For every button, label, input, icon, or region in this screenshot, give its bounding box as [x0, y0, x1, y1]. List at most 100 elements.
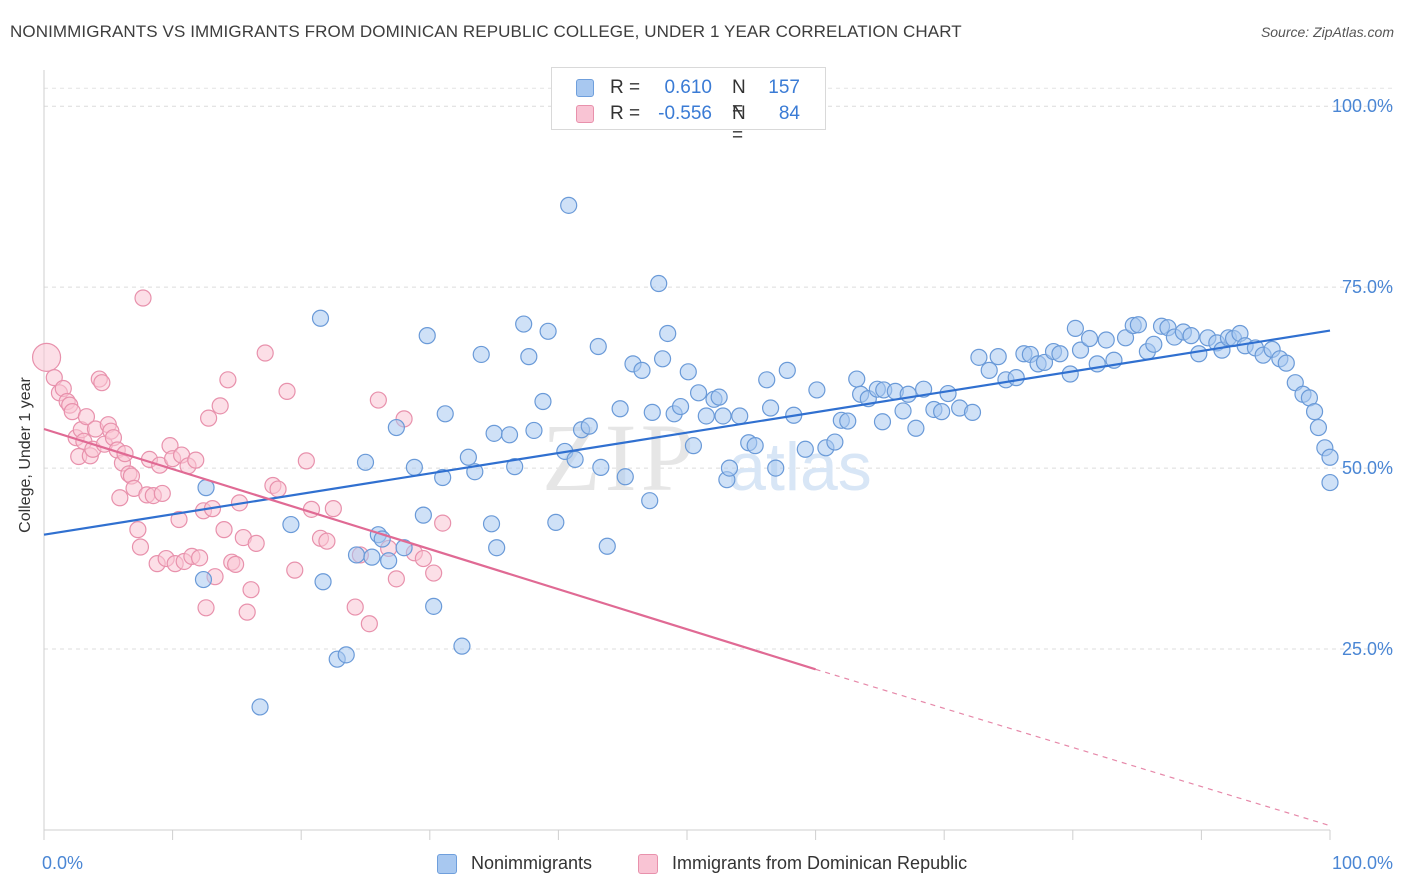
immigrant-point — [387, 570, 405, 588]
nonimmigrant-point — [894, 402, 912, 420]
nonimmigrant-point — [1116, 329, 1135, 347]
nonimmigrant-point — [1321, 473, 1339, 492]
immigrant-point — [187, 451, 205, 469]
immigrant-point — [346, 598, 364, 616]
immigrant-point — [269, 480, 287, 498]
nonimmigrant-point — [380, 552, 398, 570]
nonimmigrant-point — [758, 371, 776, 389]
nonimmigrant-point — [873, 413, 892, 431]
immigrant-point — [318, 532, 336, 550]
grid-lines — [44, 87, 1392, 650]
nonimmigrant-point — [1007, 369, 1025, 387]
nonimmigrant-point — [1182, 327, 1200, 345]
nonimmigrant-point — [653, 350, 672, 368]
nonimmigrant-point — [746, 437, 764, 455]
immigrant-point — [369, 391, 387, 409]
immigrant-point — [77, 408, 96, 426]
nonimmigrant-point — [566, 450, 584, 469]
immigrant-point — [215, 521, 233, 539]
nonimmigrant-point — [963, 403, 982, 421]
nonimmigrant-point — [560, 196, 578, 214]
nonimmigrant-point — [436, 405, 454, 423]
chart-title: NONIMMIGRANTS VS IMMIGRANTS FROM DOMINIC… — [10, 22, 962, 41]
immigrant-point — [238, 603, 256, 621]
immigrants-trend-extension — [815, 668, 1331, 827]
immigrant-point — [134, 289, 152, 307]
y-tick-label: 25.0% — [1342, 639, 1393, 659]
immigrant-point — [129, 521, 147, 539]
legend-r-value: -0.556 — [658, 103, 712, 124]
legend-r-label: R = — [610, 103, 641, 124]
nonimmigrant-point — [720, 459, 739, 477]
immigrant-point — [131, 538, 150, 556]
watermark: ZIP atlas — [542, 404, 872, 511]
immigrant-point — [247, 534, 265, 552]
nonimmigrant-point — [939, 384, 957, 403]
immigrant-point — [434, 514, 452, 532]
nonimmigrant-point — [580, 417, 598, 435]
nonimmigrant-point — [347, 546, 366, 564]
nonimmigrant-point — [520, 348, 538, 366]
nonimmigrant-point — [671, 397, 690, 416]
nonimmigrant-point — [1097, 331, 1115, 349]
legend-swatch-blue — [437, 854, 457, 874]
nonimmigrant-point — [194, 570, 213, 589]
nonimmigrant-point — [710, 388, 728, 406]
nonimmigrant-point — [500, 426, 519, 444]
nonimmigrant-point — [796, 440, 814, 458]
immigrant-point — [242, 581, 260, 599]
immigrant-point — [425, 564, 443, 582]
nonimmigrant-point — [363, 548, 381, 566]
nonimmigrant-point — [611, 400, 629, 418]
nonimmigrant-point — [697, 407, 715, 425]
nonimmigrant-point — [459, 448, 477, 466]
x-tick-label-min: 0.0% — [42, 853, 83, 873]
immigrant-point — [324, 500, 342, 518]
nonimmigrant-point — [679, 363, 697, 381]
nonimmigrant-point — [418, 327, 436, 345]
immigrant-point — [31, 342, 62, 372]
nonimmigrant-point — [472, 345, 490, 364]
nonimmigrant-point — [589, 337, 607, 356]
immigrant-point — [200, 409, 218, 427]
nonimmigrant-point — [414, 506, 432, 524]
nonimmigrant-point — [808, 381, 826, 399]
nonimmigrant-point — [907, 419, 925, 437]
nonimmigrant-point — [592, 458, 610, 476]
nonimmigrant-point — [1277, 354, 1295, 372]
nonimmigrant-point — [311, 309, 330, 327]
y-tick-label: 100.0% — [1332, 96, 1393, 116]
x-tick-label-max: 100.0% — [1332, 853, 1393, 873]
nonimmigrant-point — [485, 424, 503, 442]
immigrant-point — [153, 484, 171, 503]
nonimmigrant-point — [314, 573, 332, 591]
legend-r-value: 0.610 — [664, 77, 712, 98]
legend-swatch-pink — [638, 854, 658, 874]
immigrant-point — [219, 371, 237, 389]
nonimmigrant-point — [356, 453, 375, 471]
nonimmigrant-point — [659, 324, 677, 343]
nonimmigrant-point — [405, 458, 423, 476]
legend-n-label: N = — [732, 77, 746, 120]
legend-label-immigrants: Immigrants from Dominican Republic — [672, 853, 968, 873]
nonimmigrants-points — [194, 196, 1339, 716]
immigrant-point — [191, 549, 209, 567]
nonimmigrant-point — [980, 361, 998, 379]
nonimmigrant-point — [425, 597, 443, 615]
nonimmigrant-point — [826, 433, 844, 451]
trend-lines — [43, 329, 1331, 827]
nonimmigrant-point — [767, 459, 785, 477]
nonimmigrant-point — [839, 412, 857, 430]
nonimmigrant-point — [1061, 365, 1079, 383]
nonimmigrant-point — [453, 637, 471, 655]
nonimmigrant-point — [689, 384, 708, 402]
nonimmigrant-point — [989, 348, 1007, 366]
y-tick-label: 75.0% — [1342, 277, 1393, 297]
nonimmigrant-point — [1129, 316, 1147, 334]
legend-n-label: N = — [732, 103, 746, 146]
legend-swatch-pink — [576, 105, 594, 123]
nonimmigrant-point — [633, 361, 651, 379]
immigrant-point — [197, 599, 215, 617]
immigrants-trend-line — [43, 427, 816, 671]
